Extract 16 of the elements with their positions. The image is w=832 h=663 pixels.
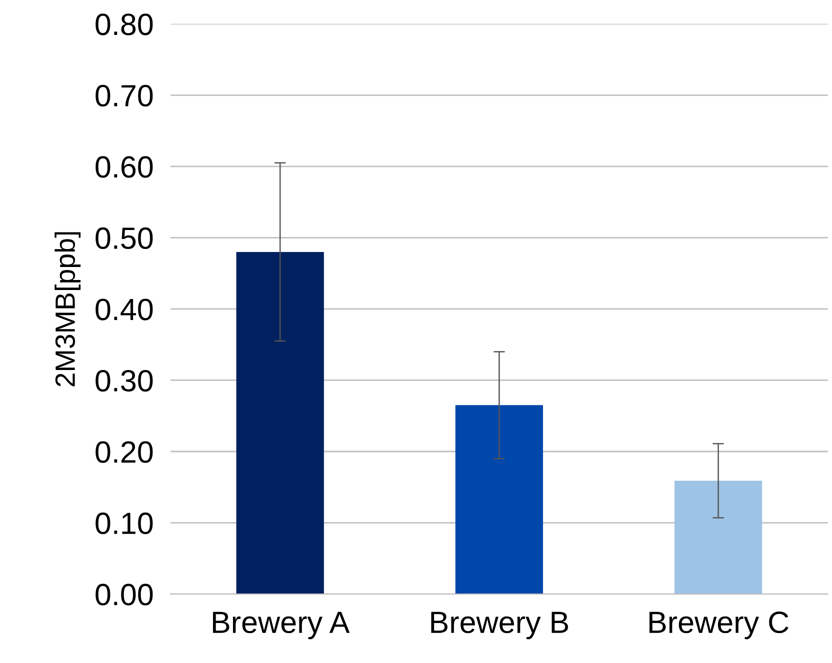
bar <box>674 480 762 594</box>
y-tick-label: 0.00 <box>96 584 153 606</box>
y-tick-label: 0.70 <box>96 84 153 107</box>
y-tick-label: 0.30 <box>96 370 153 392</box>
y-tick-label: 0.50 <box>96 227 153 250</box>
y-tick-label: 0.60 <box>96 156 153 178</box>
bar <box>236 252 324 594</box>
y-tick-label: 0.10 <box>96 512 153 534</box>
y-tick-label: 0.40 <box>96 298 153 320</box>
y-tick-label: 0.20 <box>96 441 153 463</box>
bar <box>455 405 544 594</box>
x-tick-label: Brewery B <box>431 612 568 640</box>
y-axis-title: 2M3MB[ppb] <box>54 232 81 386</box>
x-tick-label: Brewery A <box>212 612 350 640</box>
y-tick-label: 0.80 <box>96 14 153 36</box>
x-tick-label: Brewery C <box>649 612 788 640</box>
